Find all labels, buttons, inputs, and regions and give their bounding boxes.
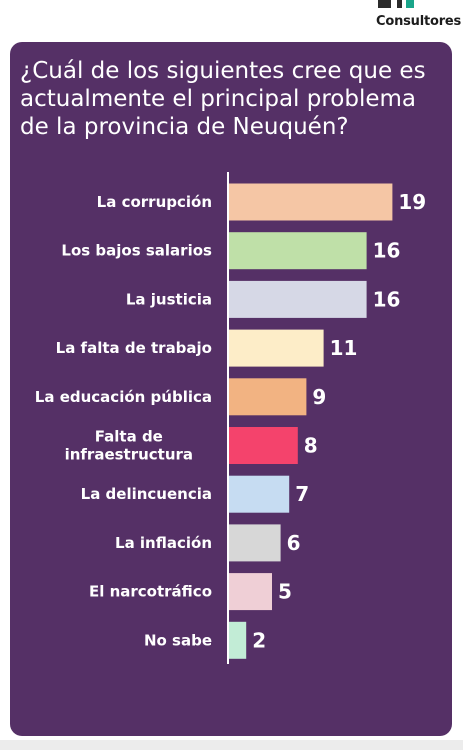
logo-mark — [397, 0, 402, 8]
bar — [229, 427, 298, 464]
bar — [229, 280, 367, 318]
bar — [229, 329, 324, 367]
brand-name: Consultores — [376, 14, 462, 29]
category-label: El narcotráfico — [89, 583, 212, 601]
category-label: La inflación — [115, 534, 212, 552]
category-label: Falta de infraestructura — [65, 428, 193, 464]
bar-value-label: 5 — [278, 580, 292, 604]
bar-value-label: 16 — [373, 287, 401, 311]
bar — [229, 621, 247, 659]
logo-mark — [406, 0, 414, 8]
bar — [229, 232, 367, 270]
bar-value-label: 11 — [330, 336, 358, 360]
category-label: La justicia — [126, 290, 212, 308]
logo-mark — [378, 0, 391, 8]
category-label: No sabe — [144, 631, 212, 649]
category-label: La delincuencia — [81, 485, 212, 503]
bar-value-label: 7 — [295, 482, 309, 506]
bar — [229, 183, 393, 221]
bar-value-label: 6 — [287, 531, 301, 555]
bar — [229, 475, 290, 513]
top-bar: Consultores — [0, 0, 463, 40]
chart-title: ¿Cuál de los siguientes cree que es actu… — [20, 58, 426, 140]
bar-value-label: 2 — [252, 628, 266, 652]
bar — [229, 573, 272, 611]
bar-value-label: 19 — [398, 190, 426, 214]
category-label: Los bajos salarios — [61, 242, 212, 260]
bar — [229, 524, 281, 562]
bar-value-label: 8 — [304, 434, 318, 458]
bar-value-label: 16 — [373, 239, 401, 263]
category-label: La corrupción — [97, 193, 212, 211]
bar — [229, 378, 307, 416]
bar-value-label: 9 — [312, 385, 326, 409]
category-label: La educación pública — [35, 388, 212, 406]
category-label: La falta de trabajo — [56, 339, 212, 357]
bottom-strip — [0, 740, 463, 750]
